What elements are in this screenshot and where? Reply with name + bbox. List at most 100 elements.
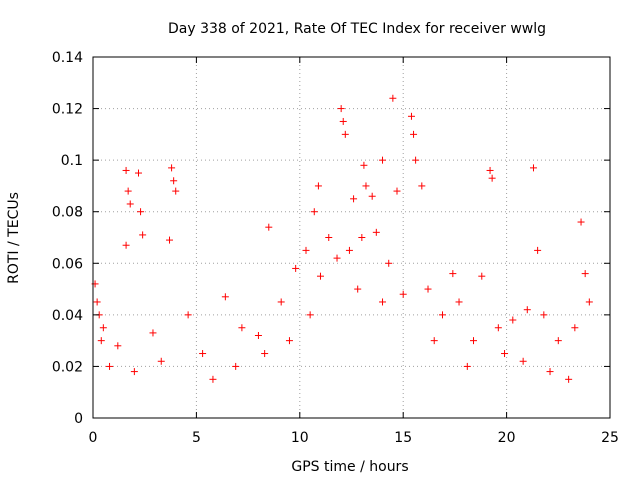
y-tick-label: 0.14 bbox=[52, 50, 83, 66]
data-point bbox=[350, 195, 358, 203]
y-tick-label: 0.02 bbox=[52, 359, 83, 375]
data-point bbox=[546, 368, 554, 376]
y-tick-label: 0 bbox=[74, 411, 83, 427]
data-point bbox=[261, 350, 269, 358]
data-point bbox=[333, 254, 341, 262]
data-point bbox=[494, 324, 502, 332]
data-point bbox=[360, 161, 368, 169]
data-point bbox=[523, 306, 531, 314]
data-point bbox=[345, 246, 353, 254]
data-point bbox=[106, 362, 114, 370]
data-point bbox=[438, 311, 446, 319]
data-point bbox=[341, 130, 349, 138]
x-tick-label: 10 bbox=[291, 430, 309, 446]
data-point bbox=[534, 246, 542, 254]
data-point bbox=[232, 362, 240, 370]
grid-layer bbox=[93, 57, 610, 418]
data-point bbox=[302, 246, 310, 254]
data-point bbox=[418, 182, 426, 190]
data-point bbox=[168, 164, 176, 172]
data-point bbox=[585, 298, 593, 306]
y-tick-label: 0.04 bbox=[52, 308, 83, 324]
data-point bbox=[379, 298, 387, 306]
data-point bbox=[122, 166, 130, 174]
data-point bbox=[455, 298, 463, 306]
data-point bbox=[124, 187, 132, 195]
data-point bbox=[285, 337, 293, 345]
data-point bbox=[358, 234, 366, 241]
data-point bbox=[122, 241, 130, 249]
data-point bbox=[581, 270, 589, 278]
chart-title: Day 338 of 2021, Rate Of TEC Index for r… bbox=[168, 21, 546, 37]
data-point bbox=[172, 187, 180, 195]
y-axis-label: ROTI / TECUs bbox=[6, 192, 22, 284]
data-point bbox=[393, 187, 401, 195]
data-point bbox=[509, 316, 517, 324]
plot-frame bbox=[92, 56, 611, 419]
data-point bbox=[362, 182, 370, 190]
data-point bbox=[265, 223, 273, 231]
data-point bbox=[554, 337, 562, 345]
data-point bbox=[166, 236, 174, 244]
data-point bbox=[199, 350, 207, 358]
data-point bbox=[114, 342, 122, 350]
data-point bbox=[337, 105, 345, 113]
data-point bbox=[424, 285, 432, 293]
data-point bbox=[221, 293, 229, 301]
data-point bbox=[488, 174, 496, 182]
data-point bbox=[407, 112, 415, 120]
y-tick-label: 0.12 bbox=[52, 102, 83, 118]
data-point bbox=[170, 177, 178, 185]
data-point bbox=[134, 169, 142, 177]
data-point bbox=[385, 259, 393, 267]
data-point bbox=[277, 298, 285, 306]
data-point bbox=[368, 192, 376, 200]
data-point bbox=[565, 375, 573, 383]
data-point bbox=[470, 337, 478, 345]
x-tick-label: 15 bbox=[394, 430, 412, 446]
data-point bbox=[149, 329, 157, 337]
data-point bbox=[137, 208, 145, 216]
data-point bbox=[571, 324, 579, 332]
data-points-layer bbox=[91, 94, 593, 383]
x-tick-label: 0 bbox=[89, 430, 98, 446]
data-point bbox=[184, 311, 192, 319]
data-point bbox=[325, 234, 333, 241]
tick-labels-layer: 0 5 10 15 20 25 0 0.02 0.04 0.06 0.08 0.1 0.12 0.14 bbox=[52, 50, 619, 446]
y-tick-label: 0.06 bbox=[52, 256, 83, 272]
data-point bbox=[316, 272, 324, 280]
data-point bbox=[389, 94, 397, 102]
data-point bbox=[410, 130, 418, 138]
data-point bbox=[501, 350, 509, 358]
axes-layer bbox=[92, 56, 611, 419]
data-point bbox=[126, 200, 134, 208]
y-tick-label: 0.08 bbox=[52, 205, 83, 221]
data-point bbox=[412, 156, 420, 164]
data-point bbox=[577, 218, 585, 226]
data-point bbox=[372, 228, 380, 236]
data-point bbox=[540, 311, 548, 319]
data-point bbox=[209, 375, 217, 383]
data-point bbox=[486, 166, 494, 174]
data-point bbox=[139, 231, 147, 239]
data-point bbox=[399, 290, 407, 298]
data-point bbox=[339, 117, 347, 125]
data-point bbox=[379, 156, 387, 164]
data-point bbox=[529, 164, 537, 172]
data-point bbox=[310, 208, 318, 216]
data-point bbox=[354, 285, 362, 293]
x-tick-label: 20 bbox=[498, 430, 516, 446]
data-point bbox=[306, 311, 314, 319]
data-point bbox=[478, 272, 486, 280]
data-point bbox=[254, 331, 262, 339]
data-point bbox=[430, 337, 438, 345]
y-tick-label: 0.1 bbox=[61, 153, 83, 169]
x-axis-label: GPS time / hours bbox=[291, 459, 408, 475]
data-point bbox=[97, 337, 105, 345]
data-point bbox=[157, 357, 165, 365]
data-point bbox=[93, 298, 101, 306]
data-point bbox=[463, 362, 471, 370]
x-tick-label: 25 bbox=[601, 430, 619, 446]
